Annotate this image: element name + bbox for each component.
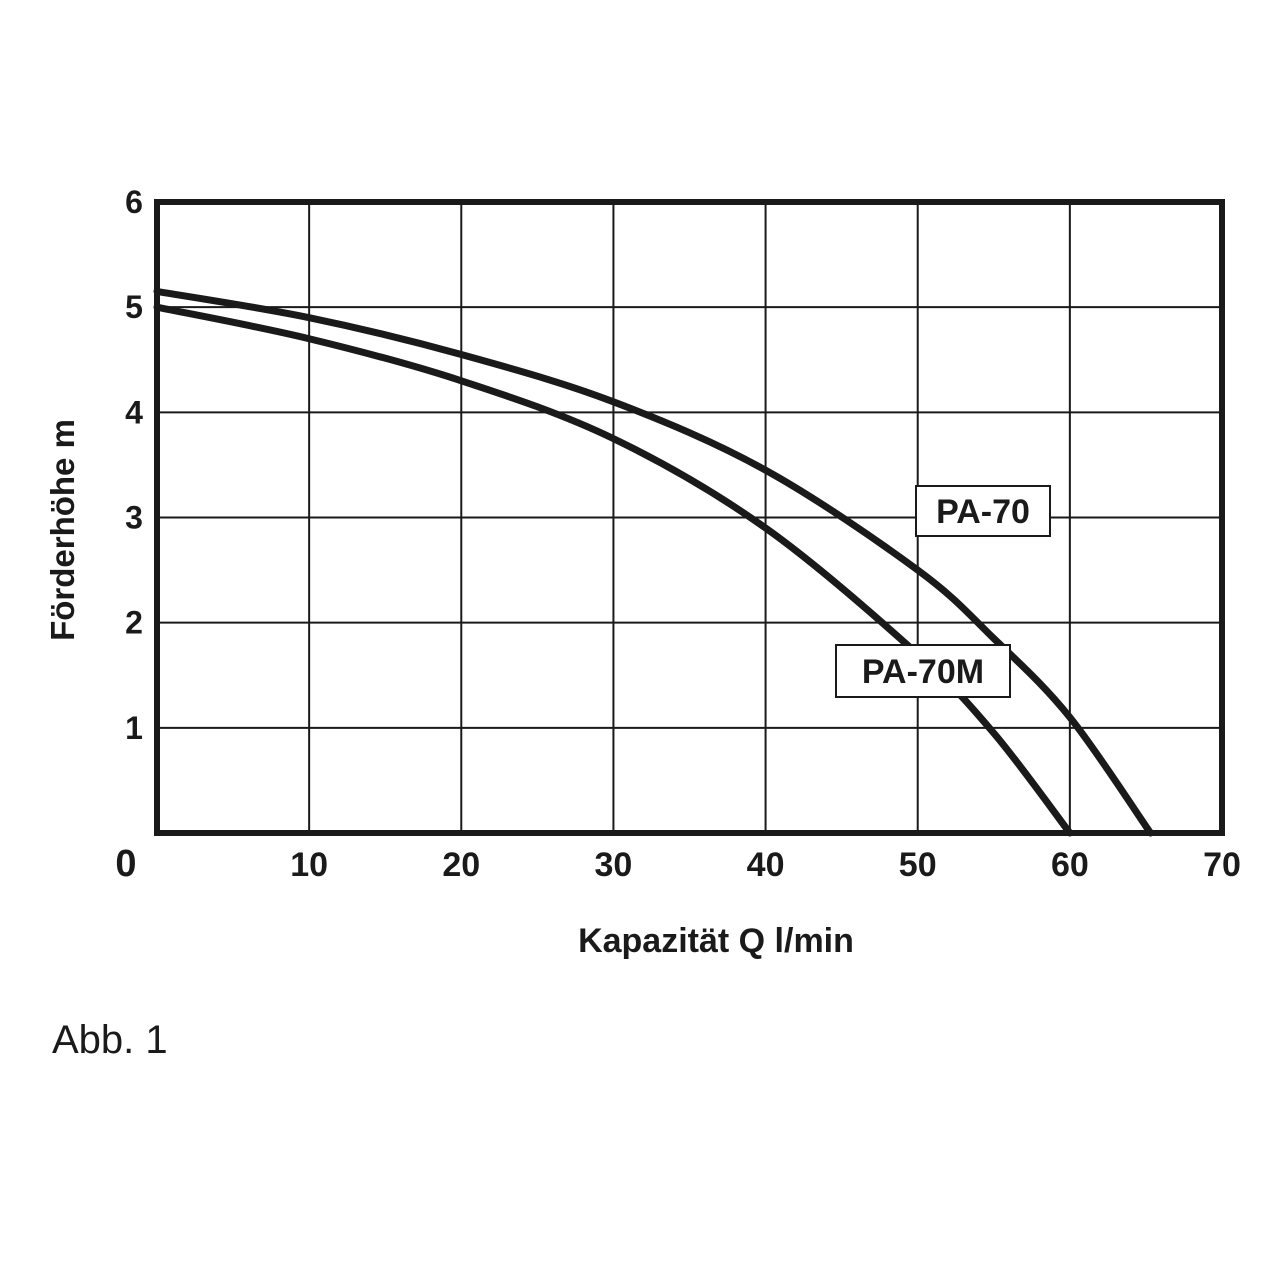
x-tick-label: 20 <box>442 846 480 884</box>
y-tick-label: 4 <box>125 394 143 430</box>
grid-lines <box>157 202 1222 833</box>
series-lines <box>157 291 1150 833</box>
x-tick-label: 60 <box>1051 846 1089 884</box>
series-line-pa-70 <box>157 291 1150 833</box>
series-label: PA-70M <box>862 653 984 691</box>
x-tick-label: 70 <box>1203 846 1241 884</box>
y-tick-label: 3 <box>125 500 143 536</box>
x-tick-label: 0 <box>115 843 136 885</box>
y-axis-label: Förderhöhe m <box>44 419 81 641</box>
x-tick-label: 10 <box>290 846 328 884</box>
x-tick-label: 30 <box>595 846 633 884</box>
y-tick-label: 1 <box>125 710 143 746</box>
y-tick-label: 2 <box>125 605 143 641</box>
y-tick-label: 6 <box>125 184 143 220</box>
y-tick-label: 5 <box>125 289 143 325</box>
tick-labels: 0 10 20 30 40 50 60 70 1 2 3 4 5 6 <box>115 184 1240 885</box>
figure-caption: Abb. 1 <box>52 1018 168 1063</box>
series-label: PA-70 <box>936 493 1030 531</box>
x-tick-label: 40 <box>747 846 785 884</box>
x-tick-label: 50 <box>899 846 937 884</box>
x-axis-label: Kapazität Q l/min <box>578 922 854 960</box>
